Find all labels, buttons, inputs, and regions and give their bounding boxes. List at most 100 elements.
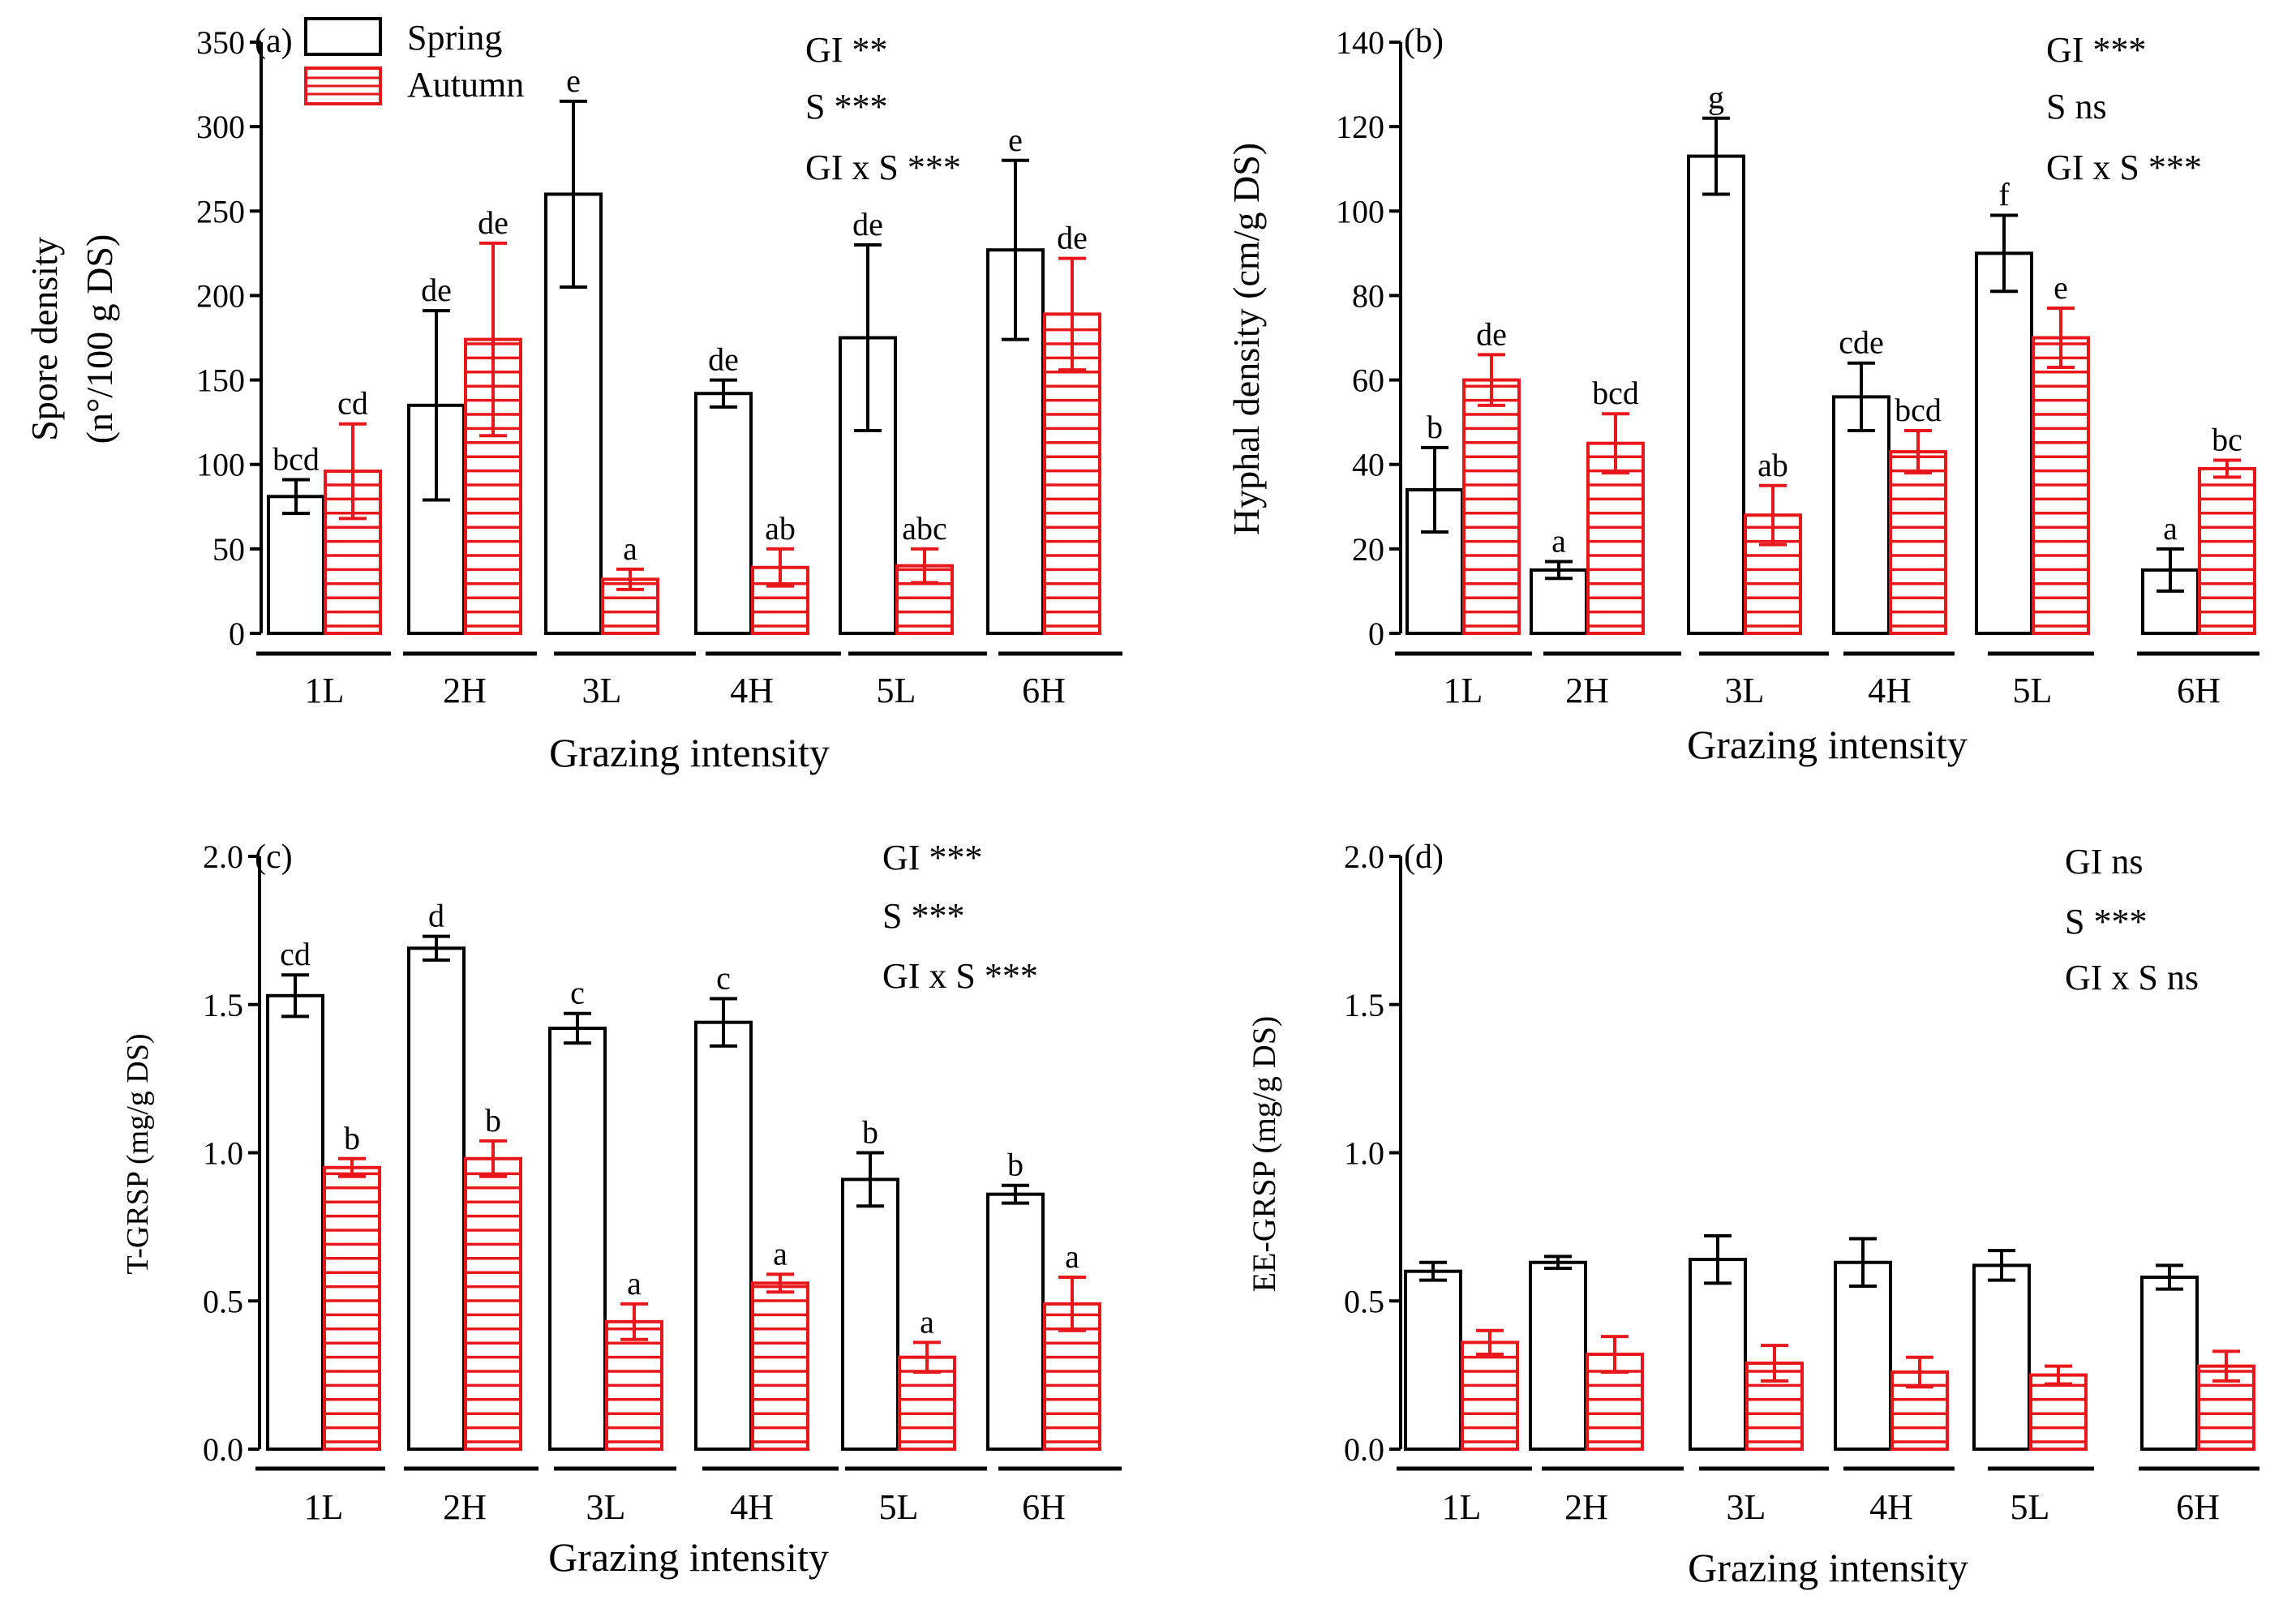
y-tick-label: 0.5 [203, 1283, 243, 1319]
significance-letter: a [2163, 510, 2178, 547]
stats-annotation: S ns [2046, 87, 2107, 127]
y-tick-label: 40 [1352, 447, 1384, 483]
x-tick-label: 2H [443, 671, 487, 710]
y-tick-label: 0 [1368, 615, 1384, 652]
spring-bar [1687, 154, 1745, 636]
stats-annotation: GI x S ns [2065, 958, 2199, 997]
significance-letter: cd [280, 936, 311, 972]
legend-spring-label: Spring [407, 18, 502, 58]
significance-letter: a [1551, 522, 1566, 559]
significance-letter: a [773, 1235, 788, 1272]
spring-bar [986, 1192, 1045, 1452]
significance-letter: de [421, 272, 452, 308]
legend-autumn-label: Autumn [407, 65, 524, 105]
autumn-bar [1461, 1340, 1519, 1452]
spring-bar [1972, 1263, 2031, 1452]
x-tick-label: 2H [1564, 1487, 1608, 1527]
legend: Spring Autumn [304, 17, 524, 105]
y-tick-label: 150 [196, 362, 245, 399]
x-tick-label: 5L [877, 671, 916, 710]
y-tick-label: 0 [229, 615, 245, 652]
significance-letter: e [1008, 122, 1023, 158]
y-tick-label: 100 [196, 447, 245, 483]
chart-panel-4: 0.0 0.5 1.0 1.5 2.0 (d) EE-GRSP (mg/g DS) 1L 2H 3… [1246, 839, 2260, 1590]
spring-bar [267, 495, 325, 635]
stats-annotation: GI x S *** [805, 148, 961, 187]
significance-letter: b [1007, 1147, 1024, 1183]
x-tick-label: 6H [1022, 671, 1066, 710]
y-tick-label: 80 [1352, 277, 1384, 314]
y-tick-label: 140 [1336, 24, 1384, 61]
y-tick-label: 20 [1352, 531, 1384, 568]
spring-bar [1529, 1260, 1587, 1451]
stats-annotation: S *** [805, 87, 887, 127]
spring-bar [1834, 1260, 1892, 1451]
panel-label: (d) [1404, 839, 1444, 876]
stats-annotation: S *** [2065, 902, 2147, 941]
stats-annotation: GI ** [805, 30, 887, 70]
panel-label: (c) [255, 839, 293, 876]
x-tick-label: 3L [1725, 671, 1765, 710]
chart-panel-1: 0 50 100 150 200 250 300 350 (a) Spore density (n°… [24, 17, 1122, 775]
significance-letter: f [1998, 176, 2010, 212]
significance-letter: b [344, 1120, 360, 1156]
stats-annotation: S *** [882, 896, 964, 936]
x-axis-label: Grazing intensity [1688, 1545, 1968, 1590]
stats-annotation: GI x S *** [2046, 148, 2202, 187]
y-tick-label: 100 [1336, 193, 1384, 229]
spring-bar [1975, 251, 2033, 635]
y-tick-label: 120 [1336, 109, 1384, 145]
significance-letter: c [716, 959, 731, 996]
y-tick-label: 350 [196, 24, 245, 61]
significance-letter: de [1057, 220, 1088, 256]
autumn-bar [1462, 378, 1521, 635]
y-tick-label: 1.5 [203, 987, 243, 1023]
x-tick-label: 2H [1565, 671, 1609, 710]
y-tick-label: 0.0 [203, 1431, 243, 1468]
x-tick-label: 1L [305, 671, 345, 710]
panel-label: (a) [255, 23, 293, 60]
y-tick-label: 1.5 [1344, 987, 1384, 1023]
y-tick-label: 2.0 [203, 839, 243, 875]
y-tick-label: 0.0 [1344, 1431, 1384, 1468]
autumn-bar [1586, 441, 1645, 636]
x-tick-label: 3L [582, 671, 622, 710]
x-tick-label: 3L [586, 1487, 626, 1527]
significance-letter: ab [1757, 447, 1788, 483]
x-tick-label: 4H [730, 671, 774, 710]
y-tick-label: 2.0 [1344, 839, 1384, 875]
significance-letter: e [566, 62, 581, 99]
significance-letter: b [485, 1102, 501, 1139]
y-axis-label: Hyphal density (cm/g DS) [1225, 143, 1267, 535]
y-tick-label: 250 [196, 193, 245, 229]
autumn-bar [751, 1281, 809, 1451]
y-axis-label: T-GRSP (mg/g DS) [121, 1033, 155, 1274]
x-axis-label: Grazing intensity [549, 730, 830, 775]
significance-letter: cde [1839, 324, 1884, 361]
x-axis-label: Grazing intensity [1687, 722, 1968, 767]
x-tick-label: 5L [2011, 1487, 2050, 1527]
autumn-bar [2198, 466, 2256, 636]
x-tick-label: 6H [2176, 1487, 2220, 1527]
spring-bar [407, 946, 466, 1452]
x-tick-label: 4H [1869, 1487, 1913, 1527]
spring-bar [841, 1177, 899, 1452]
significance-letter: b [862, 1114, 878, 1151]
chart-panel-3: 0.0 0.5 1.0 1.5 2.0 (c) T-GRSP (mg/g DS) 1L 2H 3L… [121, 838, 1122, 1580]
stats-annotation: GI ns [2065, 842, 2144, 881]
significance-letter: bcd [1592, 375, 1639, 411]
spring-bar [694, 1020, 753, 1452]
x-tick-label: 6H [1022, 1487, 1066, 1527]
y-tick-label: 50 [212, 531, 245, 568]
spring-bar [266, 993, 324, 1452]
spring-bar [2140, 1276, 2199, 1452]
stats-annotation: GI *** [2046, 30, 2146, 70]
spring-bar [1530, 568, 1588, 636]
spring-bar [694, 392, 753, 635]
chart-panel-2: 0 20 40 60 80 100 120 140 (b) Hyphal density (cm/… [1225, 23, 2260, 767]
spring-bar [1689, 1258, 1747, 1451]
significance-letter: a [920, 1303, 934, 1340]
y-tick-label: 300 [196, 109, 245, 145]
significance-letter: a [627, 1265, 642, 1302]
